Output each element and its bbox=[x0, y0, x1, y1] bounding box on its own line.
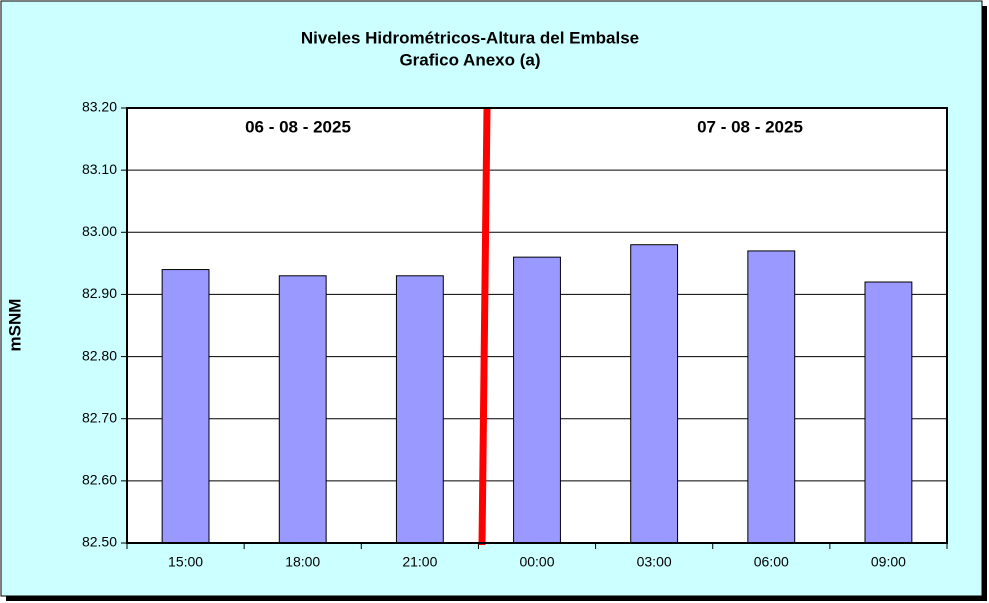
x-tick-label: 00:00 bbox=[519, 554, 554, 570]
x-tick-label: 18:00 bbox=[285, 554, 320, 570]
bar bbox=[864, 281, 913, 544]
y-axis-label: mSNM bbox=[5, 299, 24, 352]
x-tick-label: 21:00 bbox=[402, 554, 437, 570]
bar bbox=[513, 256, 561, 544]
bar bbox=[278, 275, 327, 544]
y-tick-label: 82.50 bbox=[82, 534, 117, 550]
y-tick-label: 82.90 bbox=[82, 285, 117, 301]
x-tick-label: 06:00 bbox=[754, 554, 789, 570]
bar bbox=[395, 275, 444, 544]
x-tick-label: 03:00 bbox=[637, 554, 672, 570]
y-tick-label: 82.60 bbox=[82, 472, 117, 488]
chart-subtitle: Grafico Anexo (a) bbox=[399, 50, 540, 69]
y-tick-label: 83.20 bbox=[82, 99, 117, 115]
y-tick-label: 82.80 bbox=[82, 347, 117, 363]
y-tick-label: 83.00 bbox=[82, 223, 117, 239]
plot-border bbox=[126, 107, 948, 544]
bar bbox=[630, 244, 679, 544]
chart-title: Niveles Hidrométricos-Altura del Embalse bbox=[301, 28, 639, 47]
date-divider bbox=[478, 107, 491, 546]
date-annotation: 06 - 08 - 2025 bbox=[245, 117, 351, 136]
x-tick-label: 15:00 bbox=[168, 554, 203, 570]
bar bbox=[747, 250, 796, 544]
bar bbox=[161, 269, 210, 544]
y-tick-label: 82.70 bbox=[82, 409, 117, 425]
y-tick-label: 83.10 bbox=[82, 161, 117, 177]
x-tick-label: 09:00 bbox=[871, 554, 906, 570]
date-annotation: 07 - 08 - 2025 bbox=[697, 117, 803, 136]
